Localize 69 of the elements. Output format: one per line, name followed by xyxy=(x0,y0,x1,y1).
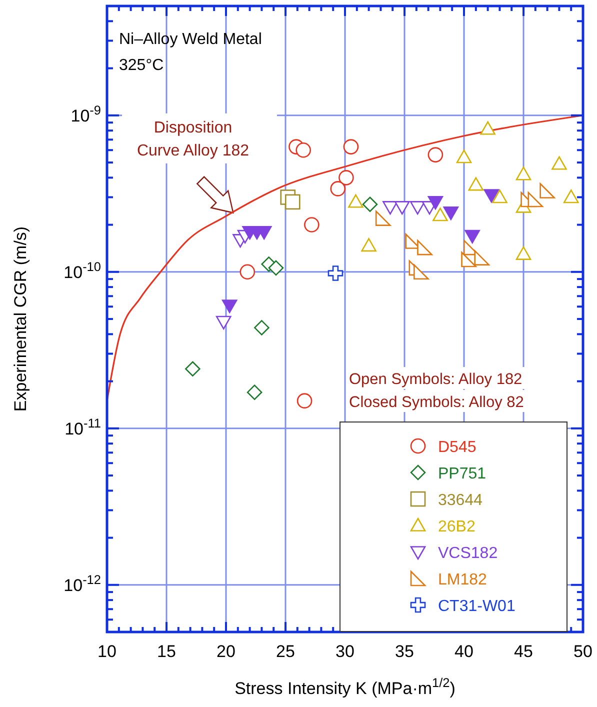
x-axis-title: Stress Intensity K (MPa·m$^{1/2}$) xyxy=(234,674,456,698)
legend-label: D545 xyxy=(438,439,476,456)
x-tick-label: 10 xyxy=(98,642,116,661)
point xyxy=(394,201,410,215)
y-tick-label: 10$^{-12}$ xyxy=(64,571,101,595)
x-tick-label: 50 xyxy=(574,642,592,661)
point xyxy=(484,189,500,203)
point xyxy=(254,320,270,336)
point xyxy=(417,240,432,256)
point xyxy=(330,181,346,196)
annotation: Open Symbols: Alloy 182 xyxy=(349,371,522,388)
point xyxy=(474,250,490,266)
y-axis-title: Experimental CGR (m/s) xyxy=(11,226,30,412)
x-tick-label: 25 xyxy=(276,642,295,661)
point xyxy=(185,361,200,377)
legend-label: 26B2 xyxy=(438,518,476,536)
point xyxy=(343,139,359,154)
x-tick-label: 20 xyxy=(216,642,236,661)
point xyxy=(414,264,429,280)
x-tick-label: 45 xyxy=(514,642,533,661)
legend-label: LM182 xyxy=(438,572,488,588)
point xyxy=(468,177,484,191)
point xyxy=(362,196,378,212)
point xyxy=(246,384,262,400)
legend-label: 33644 xyxy=(438,492,483,509)
legend-label: CT31-W01 xyxy=(438,598,516,615)
point xyxy=(516,246,532,260)
point xyxy=(328,266,344,281)
point xyxy=(382,201,398,215)
point xyxy=(443,206,459,220)
point xyxy=(540,183,555,198)
point xyxy=(528,192,544,208)
text: Ni–Alloy Weld Metal xyxy=(119,31,262,48)
x-tick-label: 30 xyxy=(336,642,354,661)
point xyxy=(284,194,300,210)
point xyxy=(432,208,448,222)
point xyxy=(304,217,320,232)
legend-label: VCS182 xyxy=(438,545,498,562)
point xyxy=(410,201,426,215)
text: Disposition Curve Alloy 182 xyxy=(136,119,250,160)
y-tick-label: 10$^{-11}$ xyxy=(64,414,101,438)
point xyxy=(480,121,496,135)
point xyxy=(464,230,480,244)
legend-label: PP751 xyxy=(438,466,486,482)
point xyxy=(492,190,508,204)
point xyxy=(222,300,238,314)
y-tick-label: 10$^{-10}$ xyxy=(64,258,101,282)
point xyxy=(375,210,391,226)
point xyxy=(216,316,232,330)
point xyxy=(428,147,444,162)
point xyxy=(563,190,579,204)
point xyxy=(348,194,364,208)
point xyxy=(296,142,311,158)
point xyxy=(428,196,444,210)
point xyxy=(516,166,532,180)
point xyxy=(296,393,312,408)
x-tick-label: 40 xyxy=(454,642,474,661)
point xyxy=(361,238,376,252)
point xyxy=(456,150,472,164)
point xyxy=(240,264,256,280)
x-tick-label: 35 xyxy=(395,642,414,661)
point xyxy=(461,252,476,268)
text: 325°C xyxy=(119,57,164,74)
x-tick-label: 15 xyxy=(157,642,176,661)
point xyxy=(552,156,567,170)
y-tick-label: 10$^{-9}$ xyxy=(70,102,101,126)
point xyxy=(268,260,284,276)
point xyxy=(338,170,354,186)
annotation: Closed Symbols: Alloy 82 xyxy=(349,394,524,411)
